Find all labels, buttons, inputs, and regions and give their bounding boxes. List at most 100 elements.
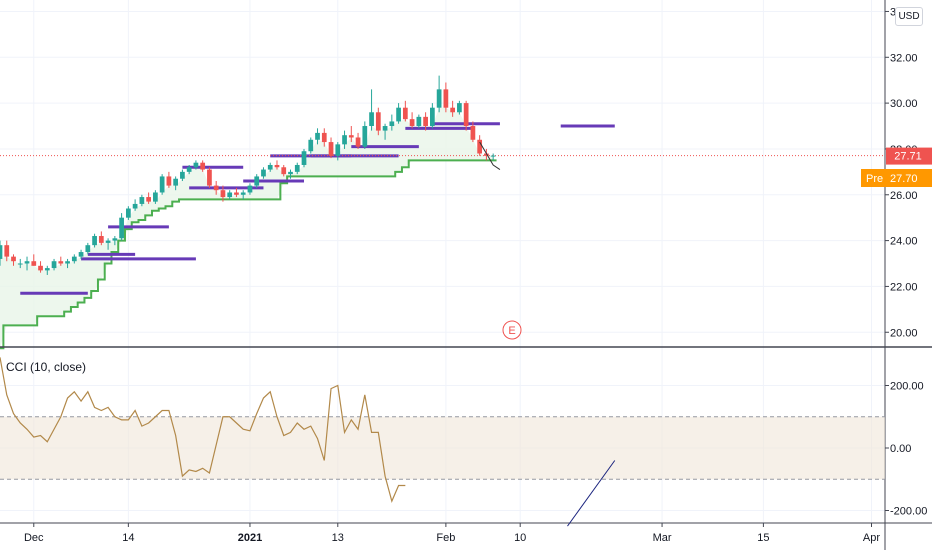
cci-trendline	[567, 460, 616, 527]
candle-body	[146, 197, 151, 202]
candle-body	[328, 142, 334, 156]
supertrend-fill	[0, 107, 494, 349]
candle-body	[234, 192, 239, 195]
supertrend-line	[0, 159, 497, 350]
candle-body	[382, 126, 388, 131]
indicator-label: CCI (10, close)	[6, 360, 86, 374]
candle-body	[105, 240, 111, 243]
candle-body	[484, 153, 489, 156]
candle-body	[463, 103, 469, 127]
candle-body	[166, 176, 172, 186]
last-price-value: 27.71	[894, 151, 922, 163]
candle-body	[430, 107, 435, 127]
candle-body	[85, 245, 91, 253]
pre-price-value: 27.70	[890, 173, 918, 185]
candle-body	[193, 162, 199, 168]
candle-body	[281, 167, 287, 175]
candle-body	[186, 167, 192, 172]
candle-body	[44, 268, 50, 271]
candle-body	[315, 132, 320, 140]
candle-body	[51, 261, 57, 269]
candle-body	[274, 164, 280, 168]
candle-body	[180, 171, 185, 179]
y-tick-label: 20.00	[890, 327, 918, 339]
cci-tick-label: -200.00	[890, 506, 927, 518]
candle-body	[71, 256, 77, 262]
cci-tick-label: 200.00	[890, 381, 924, 393]
candle-body	[112, 238, 118, 241]
candle-body	[267, 164, 273, 170]
candle-body	[31, 261, 37, 266]
currency-button[interactable]: USD	[895, 7, 923, 26]
candle-body	[200, 162, 206, 170]
candle-body	[389, 121, 395, 127]
candle-body	[450, 107, 455, 113]
candle-body	[159, 176, 165, 193]
x-tick-label: Feb	[436, 532, 455, 544]
candle-body	[409, 119, 415, 127]
y-tick-label: 30.00	[890, 98, 918, 110]
x-tick-label: Apr	[863, 532, 880, 544]
candle-body	[173, 178, 179, 186]
candle-body	[254, 176, 260, 186]
candle-body	[477, 139, 483, 154]
y-tick-label: 22.00	[890, 281, 918, 293]
candle-body	[92, 236, 97, 246]
x-tick-label: 14	[122, 532, 134, 544]
candle-body	[416, 116, 422, 127]
candle-body	[119, 217, 124, 239]
earnings-circle	[502, 320, 522, 340]
last-price-badge-bg	[886, 147, 932, 165]
price-trendline	[479, 141, 501, 170]
y-tick-label: 32.00	[890, 52, 918, 64]
candle-body	[227, 192, 233, 198]
candle-body	[348, 135, 354, 138]
candle-body	[11, 256, 16, 262]
candle-body	[261, 169, 266, 177]
candle-body	[402, 107, 408, 120]
cci-tick-label: 0.00	[890, 443, 911, 455]
pre-price-badge-bg	[861, 169, 932, 187]
y-tick-label: 26.00	[890, 190, 918, 202]
candle-body	[335, 144, 341, 156]
candle-body	[24, 261, 30, 264]
candle-body	[220, 190, 226, 198]
candle-body	[98, 236, 104, 243]
candle-body	[490, 155, 496, 157]
x-tick-label: Mar	[653, 532, 672, 544]
x-tick-label: Dec	[24, 532, 44, 544]
candle-body	[207, 169, 212, 186]
candle-body	[58, 261, 64, 264]
candle-body	[308, 139, 314, 152]
candle-body	[301, 151, 307, 165]
y-tick-label: 24.00	[890, 236, 918, 248]
candle-body	[457, 103, 462, 113]
candle-body	[240, 192, 246, 195]
candle-body	[470, 126, 476, 140]
pre-label: Pre	[866, 173, 883, 185]
candle-body	[153, 192, 158, 202]
candle-body	[247, 185, 253, 193]
candle-body	[38, 265, 43, 271]
cci-line	[0, 357, 406, 503]
candle-body	[78, 252, 84, 257]
candle-body	[423, 116, 428, 127]
x-tick-label: 10	[514, 532, 526, 544]
candle-body	[213, 185, 219, 191]
candle-body	[4, 245, 10, 257]
candle-body	[125, 208, 131, 218]
candle-body	[375, 112, 381, 131]
last-price-badge: 27.71	[886, 147, 932, 165]
candle-body	[321, 132, 327, 143]
candle-body	[342, 135, 347, 145]
pre-price-badge: Pre 27.70	[861, 169, 932, 187]
candle-body	[0, 245, 3, 259]
earnings-label: E	[508, 325, 515, 337]
candle-body	[65, 261, 70, 264]
candle-body	[132, 203, 138, 209]
candle-body	[436, 89, 442, 108]
candle-body	[17, 263, 23, 265]
earnings-marker: E	[502, 320, 522, 340]
candle-body	[294, 164, 300, 172]
